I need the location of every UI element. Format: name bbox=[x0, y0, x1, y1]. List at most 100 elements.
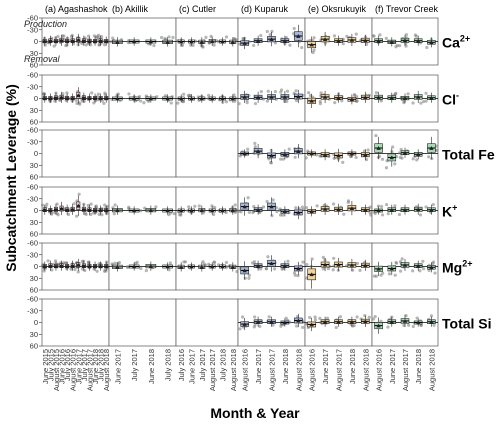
observation-point bbox=[127, 205, 131, 209]
observation-point bbox=[270, 213, 274, 218]
observation-point bbox=[433, 271, 437, 275]
observation-point bbox=[259, 33, 263, 38]
mean-marker bbox=[336, 262, 341, 267]
observation-point bbox=[364, 157, 369, 162]
y-tick-label: 30 bbox=[30, 106, 38, 115]
y-tick-label: 60 bbox=[30, 230, 38, 239]
mean-marker bbox=[389, 266, 394, 271]
observation-point bbox=[411, 101, 415, 105]
y-axis-title: Subcatchment Leverage (%) bbox=[3, 84, 19, 272]
observation-point bbox=[89, 212, 93, 217]
mean-marker bbox=[376, 266, 381, 271]
mean-marker bbox=[59, 206, 64, 211]
observation-point bbox=[344, 264, 349, 268]
observation-point bbox=[345, 34, 349, 38]
observation-point bbox=[296, 274, 300, 278]
observation-point bbox=[399, 269, 403, 273]
observation-point bbox=[176, 101, 180, 105]
observation-point bbox=[42, 92, 46, 96]
mean-marker bbox=[416, 38, 421, 43]
mean-marker bbox=[416, 263, 421, 268]
observation-point bbox=[386, 212, 390, 216]
observation-point bbox=[301, 260, 305, 264]
y-tick-label: -60 bbox=[27, 295, 38, 304]
mean-marker bbox=[242, 94, 247, 99]
observation-point bbox=[56, 213, 60, 217]
observation-point bbox=[110, 262, 114, 266]
observation-point bbox=[69, 267, 73, 271]
observation-point bbox=[252, 204, 256, 209]
observation-point bbox=[411, 157, 415, 161]
mean-marker bbox=[189, 208, 194, 213]
observation-point bbox=[294, 89, 298, 93]
observation-point bbox=[163, 36, 167, 41]
mean-marker bbox=[76, 203, 81, 208]
y-tick-label: 0 bbox=[34, 149, 38, 158]
y-tick-label: 30 bbox=[30, 49, 38, 58]
facet-title-5: (f) Trevor Creek bbox=[375, 4, 439, 14]
x-tick-label: August 2016 bbox=[241, 349, 250, 391]
mean-marker bbox=[81, 207, 87, 212]
mean-marker bbox=[416, 207, 421, 212]
mean-marker bbox=[115, 39, 120, 44]
observation-point bbox=[295, 98, 299, 103]
mean-marker bbox=[148, 39, 154, 44]
observation-point bbox=[258, 324, 262, 329]
observation-point bbox=[334, 325, 338, 330]
observation-point bbox=[111, 36, 115, 40]
mean-marker bbox=[269, 153, 274, 158]
observation-point bbox=[247, 276, 251, 280]
observation-point bbox=[95, 269, 99, 273]
observation-point bbox=[391, 145, 395, 149]
mean-marker bbox=[416, 320, 421, 325]
x-tick-label: August 2015 bbox=[52, 349, 61, 391]
x-tick-label: July 2017 bbox=[198, 349, 207, 381]
facet-panel bbox=[41, 298, 110, 347]
observation-point bbox=[386, 325, 390, 329]
observation-point bbox=[402, 323, 406, 328]
mean-marker bbox=[255, 263, 261, 268]
observation-point bbox=[379, 273, 383, 277]
x-tick-label: July 2016 bbox=[63, 349, 72, 381]
mean-marker bbox=[349, 319, 355, 324]
observation-point bbox=[313, 318, 318, 322]
observation-point bbox=[372, 34, 376, 38]
mean-marker bbox=[429, 40, 434, 45]
observation-point bbox=[243, 276, 247, 280]
observation-point bbox=[411, 324, 415, 329]
mean-marker bbox=[165, 264, 170, 269]
y-tick-label: 30 bbox=[30, 330, 38, 339]
observation-point bbox=[424, 91, 428, 95]
mean-marker bbox=[189, 96, 194, 101]
mean-marker bbox=[92, 208, 98, 212]
observation-point bbox=[354, 155, 358, 160]
observation-point bbox=[418, 213, 423, 217]
mean-marker bbox=[363, 152, 368, 157]
mean-marker bbox=[81, 38, 87, 43]
mean-marker bbox=[322, 37, 328, 41]
observation-point bbox=[233, 203, 237, 207]
mean-marker bbox=[199, 208, 205, 212]
observation-point bbox=[379, 99, 383, 103]
observation-point bbox=[261, 97, 266, 101]
mean-marker bbox=[296, 149, 301, 153]
mean-marker bbox=[199, 264, 205, 269]
x-tick-label: August 2017 bbox=[335, 349, 344, 391]
observation-point bbox=[321, 267, 325, 271]
mean-marker bbox=[230, 39, 236, 44]
observation-point bbox=[397, 212, 402, 217]
observation-point bbox=[358, 268, 362, 272]
mean-marker bbox=[104, 208, 109, 212]
observation-point bbox=[414, 34, 418, 38]
mean-marker bbox=[104, 96, 109, 100]
y-tick-label: -30 bbox=[27, 25, 38, 34]
annotation-production: Production bbox=[24, 19, 67, 29]
observation-point bbox=[411, 269, 415, 273]
observation-point bbox=[253, 101, 258, 106]
mean-marker bbox=[115, 96, 120, 101]
observation-point bbox=[61, 92, 65, 96]
mean-marker bbox=[199, 96, 205, 101]
mean-marker bbox=[429, 319, 434, 324]
facet-title-3: (d) Kuparuk bbox=[241, 4, 289, 14]
